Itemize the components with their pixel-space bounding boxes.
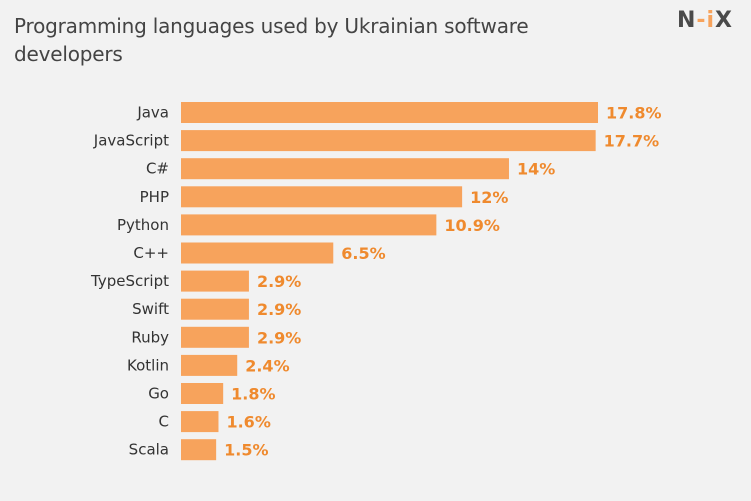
- bar-javascript: [181, 130, 596, 152]
- category-label: Kotlin: [127, 356, 169, 374]
- logo-part-dash-i: -i: [696, 8, 716, 33]
- value-label: 2.4%: [245, 356, 289, 375]
- value-label: 14%: [517, 160, 555, 179]
- value-label: 17.8%: [606, 104, 662, 123]
- value-label: 1.8%: [231, 385, 275, 404]
- logo-part-x: X: [715, 8, 733, 33]
- bar-c: [181, 411, 219, 433]
- category-label: Go: [148, 385, 169, 403]
- value-label: 2.9%: [257, 328, 301, 347]
- category-label: Java: [136, 104, 169, 122]
- category-label: C: [159, 413, 169, 431]
- bar-c-: [181, 158, 509, 180]
- bar-go: [181, 383, 224, 404]
- value-label: 17.7%: [604, 132, 660, 151]
- category-label: PHP: [140, 188, 169, 206]
- category-label: C#: [146, 160, 169, 178]
- value-label: 6.5%: [341, 244, 385, 263]
- bar-typescript: [181, 270, 249, 292]
- category-label: Python: [117, 216, 169, 234]
- brand-logo: N-iX: [677, 8, 733, 33]
- value-label: 2.9%: [257, 272, 301, 291]
- category-label: TypeScript: [90, 272, 169, 290]
- bar-php: [181, 186, 463, 208]
- value-label: 10.9%: [444, 216, 500, 235]
- value-label: 2.9%: [257, 300, 301, 319]
- value-label: 12%: [470, 188, 508, 207]
- category-label: Swift: [132, 300, 169, 318]
- bar-ruby: [181, 326, 249, 348]
- bar-python: [181, 214, 437, 236]
- chart-title: Programming languages used by Ukrainian …: [14, 14, 529, 66]
- bar-swift: [181, 298, 249, 320]
- logo-part-n: N: [676, 8, 697, 33]
- bar-c-: [181, 242, 334, 264]
- value-label: 1.6%: [226, 413, 270, 432]
- category-label: JavaScript: [93, 132, 169, 150]
- bar-kotlin: [181, 354, 238, 376]
- value-label: 1.5%: [224, 441, 268, 460]
- category-label: Ruby: [131, 328, 169, 346]
- category-label: Scala: [129, 441, 169, 459]
- bar-scala: [181, 439, 217, 461]
- category-label: C++: [133, 244, 169, 262]
- bar-java: [181, 102, 598, 123]
